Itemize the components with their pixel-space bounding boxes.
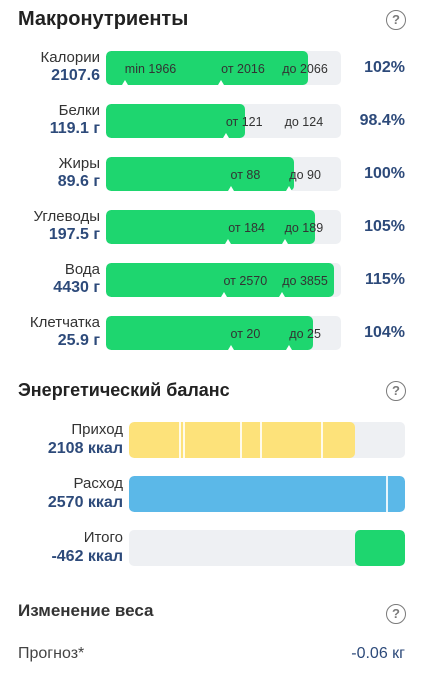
macro-bar-mark: от 20 xyxy=(230,327,261,341)
weight-title: Изменение веса xyxy=(18,601,154,620)
energy-value: -462 ккал xyxy=(51,548,123,565)
energy-value: 2108 ккал xyxy=(47,440,123,457)
energy-bar xyxy=(129,422,405,458)
macro-bar: от 2570 до 3855 xyxy=(106,263,341,297)
macro-bar-mark: до 25 xyxy=(289,327,321,341)
macro-bar-mark: от 2016 xyxy=(221,62,265,76)
macro-name: Углеводы xyxy=(33,208,100,225)
forecast-label: Прогноз* xyxy=(18,645,85,662)
energy-row-total[interactable]: Итого -462 ккал xyxy=(0,529,423,567)
macro-bar-notch xyxy=(227,186,234,191)
macro-bar-notch xyxy=(121,80,128,85)
macro-bar-fill xyxy=(106,157,294,191)
bar-divider xyxy=(260,422,263,458)
macro-bar-mark: до 189 xyxy=(284,221,324,235)
macro-bar-fill xyxy=(106,210,316,244)
macro-bar-fill xyxy=(106,51,309,85)
macro-bar-notch xyxy=(281,239,288,244)
macro-percent: 98.4% xyxy=(359,112,405,129)
macro-value: 2107.6 xyxy=(51,67,100,84)
energy-name: Итого xyxy=(83,529,123,546)
forecast-value: -0.06 кг xyxy=(351,645,405,662)
macro-value: 4430 г xyxy=(53,279,100,296)
energy-value: 2570 ккал xyxy=(47,494,123,511)
macro-bar-mark: от 88 xyxy=(230,168,261,182)
macros-help-icon[interactable]: ? xyxy=(386,10,406,30)
macro-row-protein[interactable]: Белки 119.1 г от 121 до 124 98.4% xyxy=(0,102,423,142)
weight-help-icon[interactable]: ? xyxy=(386,604,406,624)
bar-divider xyxy=(239,422,242,458)
energy-bar-fill xyxy=(129,476,405,512)
macro-bar: от 88 до 90 xyxy=(106,157,341,191)
macro-bar: min 1966 от 2016 до 2066 xyxy=(106,51,341,85)
macro-percent: 104% xyxy=(364,324,405,341)
macro-name: Белки xyxy=(58,102,100,119)
macro-bar-mark: от 121 xyxy=(225,115,263,129)
macro-bar-mark: до 3855 xyxy=(282,274,328,288)
macro-name: Жиры xyxy=(58,155,100,172)
macro-bar-fill xyxy=(106,316,313,350)
energy-bar xyxy=(129,530,405,566)
macro-bar-fill xyxy=(106,263,334,297)
macro-percent: 115% xyxy=(364,271,405,288)
energy-bar-fill xyxy=(355,530,405,566)
macro-bar-notch xyxy=(227,345,234,350)
macro-percent: 105% xyxy=(364,218,405,235)
energy-title: Энергетический баланс xyxy=(18,380,230,400)
macro-name: Калории xyxy=(40,49,100,66)
bar-divider xyxy=(183,422,186,458)
energy-row-income[interactable]: Приход 2108 ккал xyxy=(0,421,423,459)
macro-percent: 100% xyxy=(364,165,405,182)
energy-name: Приход xyxy=(71,421,123,438)
bar-divider xyxy=(178,422,181,458)
macro-bar-mark: от 2570 xyxy=(223,274,268,288)
macro-bar-notch xyxy=(225,239,232,244)
energy-name: Расход xyxy=(73,475,123,492)
macro-bar-notch xyxy=(286,345,293,350)
energy-row-expense[interactable]: Расход 2570 ккал xyxy=(0,475,423,513)
macro-name: Клетчатка xyxy=(29,314,100,331)
energy-bar xyxy=(129,476,405,512)
macro-row-water[interactable]: Вода 4430 г от 2570 до 3855 115% xyxy=(0,261,423,301)
macro-bar-mark: до 90 xyxy=(289,168,321,182)
energy-help-icon[interactable]: ? xyxy=(386,381,406,401)
bar-divider xyxy=(385,476,388,512)
macro-bar: от 20 до 25 xyxy=(106,316,341,350)
macro-percent: 102% xyxy=(364,59,405,76)
macro-row-fat[interactable]: Жиры 89.6 г от 88 до 90 100% xyxy=(0,155,423,195)
macro-value: 197.5 г xyxy=(48,226,100,243)
macro-name: Вода xyxy=(64,261,100,278)
macro-bar-notch xyxy=(222,133,229,138)
macro-bar-fill xyxy=(106,104,245,138)
macro-bar: от 121 до 124 xyxy=(106,104,341,138)
macro-row-fiber[interactable]: Клетчатка 25.9 г от 20 до 25 104% xyxy=(0,314,423,354)
macro-bar-notch xyxy=(220,292,227,297)
energy-bar-fill xyxy=(129,422,356,458)
macro-value: 89.6 г xyxy=(57,173,100,190)
macro-row-carbs[interactable]: Углеводы 197.5 г от 184 до 189 105% xyxy=(0,208,423,248)
macro-value: 25.9 г xyxy=(57,332,100,349)
macros-title: Макронутриенты xyxy=(18,8,189,30)
bar-divider xyxy=(321,422,324,458)
macro-bar-notch xyxy=(286,186,293,191)
macro-bar-notch xyxy=(218,80,225,85)
macro-bar-mark: до 124 xyxy=(284,115,324,129)
macro-bar-mark: от 184 xyxy=(228,221,265,235)
macro-value: 119.1 г xyxy=(49,120,100,137)
macro-bar: от 184 до 189 xyxy=(106,210,341,244)
macro-bar-notch xyxy=(279,292,286,297)
macro-row-calories[interactable]: Калории 2107.6 min 1966 от 2016 до 2066 … xyxy=(0,49,423,89)
macro-bar-mark: до 2066 xyxy=(282,62,328,76)
macro-bar-mark: min 1966 xyxy=(124,62,177,76)
